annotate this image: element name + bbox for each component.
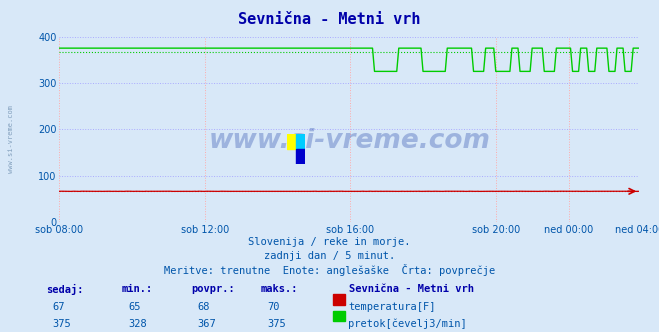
Bar [296,149,305,164]
Text: min.:: min.: [122,284,153,294]
Text: 68: 68 [198,302,210,312]
Text: Sevnična - Metni vrh: Sevnična - Metni vrh [239,12,420,27]
Bar [333,311,345,321]
Bar [333,294,345,305]
Bar [287,134,296,149]
Text: 375: 375 [53,319,71,329]
Text: temperatura[F]: temperatura[F] [348,302,436,312]
Text: 375: 375 [267,319,285,329]
Text: Slovenija / reke in morje.: Slovenija / reke in morje. [248,237,411,247]
Text: Sevnična - Metni vrh: Sevnična - Metni vrh [349,284,474,294]
Text: 65: 65 [129,302,141,312]
Text: 67: 67 [53,302,65,312]
Text: sedaj:: sedaj: [46,284,84,295]
Text: www.si-vreme.com: www.si-vreme.com [208,127,490,154]
Text: pretok[čevelj3/min]: pretok[čevelj3/min] [348,319,467,329]
Bar [296,134,305,149]
Text: maks.:: maks.: [260,284,298,294]
Text: Meritve: trenutne  Enote: anglešaške  Črta: povprečje: Meritve: trenutne Enote: anglešaške Črta… [164,264,495,276]
Text: www.si-vreme.com: www.si-vreme.com [8,106,14,173]
Text: 328: 328 [129,319,147,329]
Text: povpr.:: povpr.: [191,284,235,294]
Text: 367: 367 [198,319,216,329]
Text: 70: 70 [267,302,279,312]
Text: zadnji dan / 5 minut.: zadnji dan / 5 minut. [264,251,395,261]
